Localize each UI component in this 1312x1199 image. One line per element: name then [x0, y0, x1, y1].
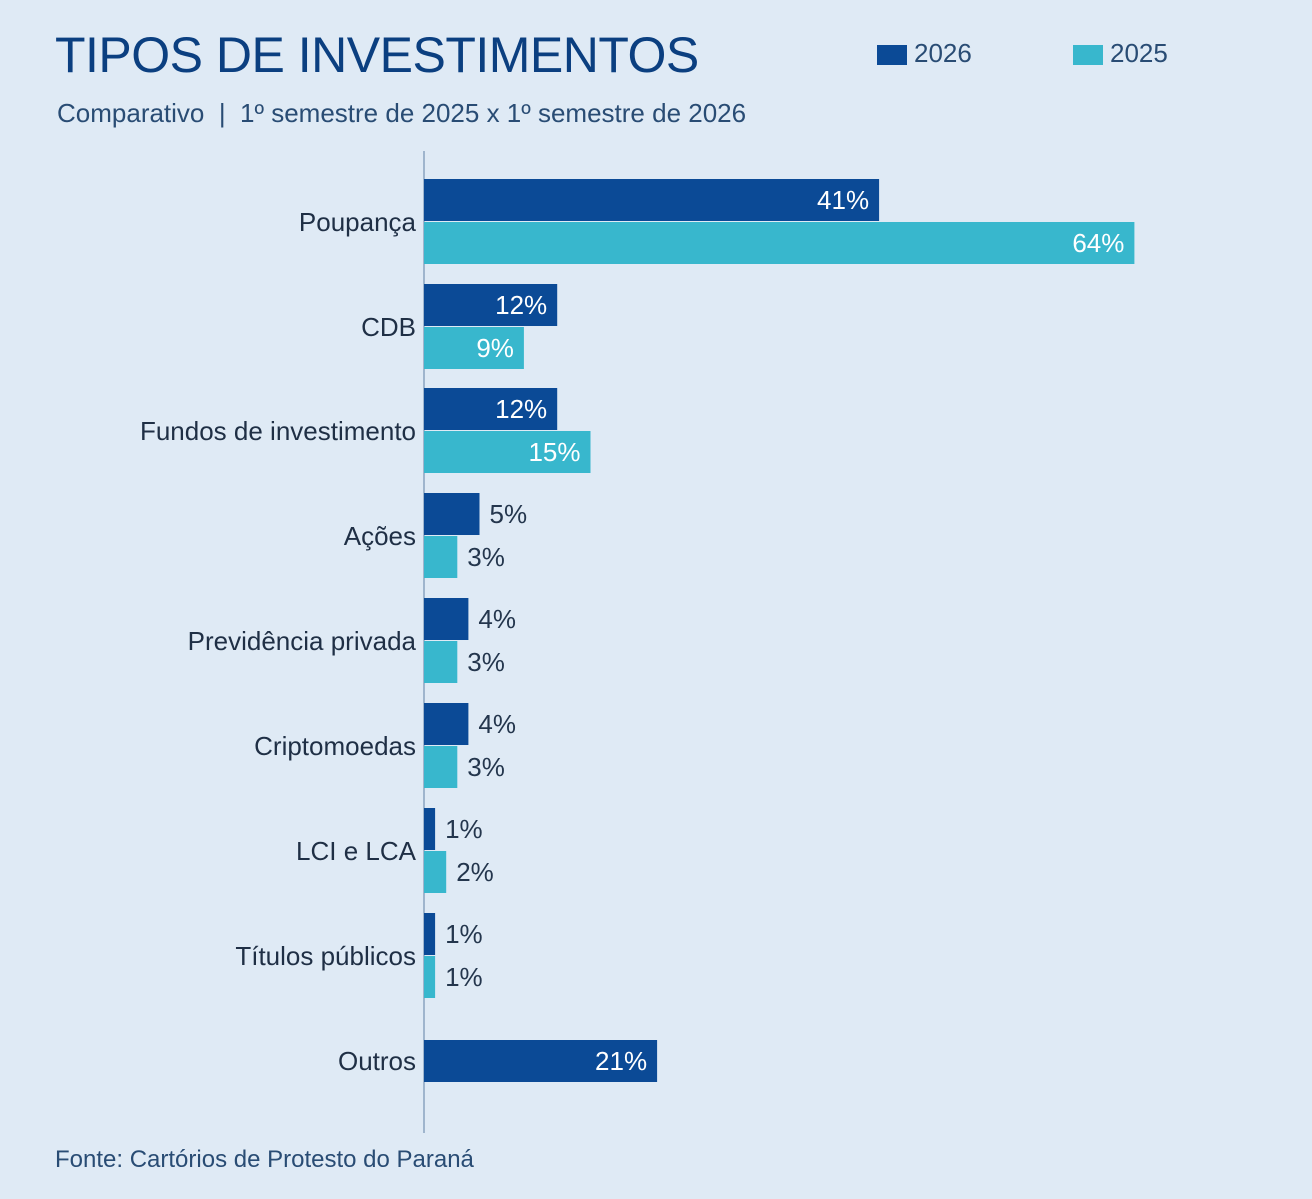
data-label-lci-e-lca-2025: 2% — [456, 857, 494, 887]
category-label-poupanca: Poupança — [299, 207, 417, 237]
bar-cdb-2026 — [424, 284, 558, 326]
bar-criptomoedas-2025 — [424, 746, 458, 788]
bar-poupanca-2025 — [424, 222, 1135, 264]
chart-title: TIPOS DE INVESTIMENTOS — [55, 27, 699, 83]
data-label-criptomoedas-2025: 3% — [467, 752, 505, 782]
data-label-outros-2026: 21% — [595, 1046, 647, 1076]
category-label-outros: Outros — [338, 1046, 416, 1076]
category-label-fundos-de-investimento: Fundos de investimento — [140, 416, 416, 446]
bar-acoes-2026 — [424, 493, 480, 535]
data-label-previdencia-privada-2025: 3% — [467, 647, 505, 677]
chart-subtitle: Comparativo | 1º semestre de 2025 x 1º s… — [57, 98, 747, 128]
bar-lci-e-lca-2025 — [424, 851, 447, 893]
data-label-fundos-de-investimento-2026: 12% — [495, 394, 547, 424]
bar-fundos-de-investimento-2025 — [424, 431, 591, 473]
data-label-poupanca-2026: 41% — [817, 185, 869, 215]
bar-cdb-2025 — [424, 327, 524, 369]
category-label-lci-e-lca: LCI e LCA — [296, 836, 417, 866]
bar-titulos-publicos-2026 — [424, 913, 436, 955]
category-label-titulos-publicos: Títulos públicos — [235, 941, 416, 971]
category-label-cdb: CDB — [361, 312, 416, 342]
data-label-cdb-2025: 9% — [476, 333, 514, 363]
bar-outros-2026 — [424, 1040, 658, 1082]
legend-swatch-2026 — [877, 45, 907, 65]
data-label-poupanca-2025: 64% — [1072, 228, 1124, 258]
category-label-acoes: Ações — [344, 521, 416, 551]
data-label-titulos-publicos-2025: 1% — [445, 962, 483, 992]
data-label-acoes-2025: 3% — [467, 542, 505, 572]
bar-acoes-2025 — [424, 536, 458, 578]
legend-swatch-2025 — [1073, 45, 1103, 65]
bar-previdencia-privada-2025 — [424, 641, 458, 683]
data-label-fundos-de-investimento-2025: 15% — [528, 437, 580, 467]
source-note: Fonte: Cartórios de Protesto do Paraná — [55, 1146, 474, 1173]
category-label-previdencia-privada: Previdência privada — [188, 626, 417, 656]
bar-titulos-publicos-2025 — [424, 956, 436, 998]
legend-label-2025: 2025 — [1110, 38, 1168, 68]
legend-label-2026: 2026 — [914, 38, 972, 68]
bar-criptomoedas-2026 — [424, 703, 469, 745]
bar-lci-e-lca-2026 — [424, 808, 436, 850]
data-label-criptomoedas-2026: 4% — [478, 709, 516, 739]
data-label-lci-e-lca-2026: 1% — [445, 814, 483, 844]
category-label-criptomoedas: Criptomoedas — [254, 731, 416, 761]
data-label-previdencia-privada-2026: 4% — [478, 604, 516, 634]
bar-fundos-de-investimento-2026 — [424, 388, 558, 430]
bar-previdencia-privada-2026 — [424, 598, 469, 640]
data-label-titulos-publicos-2026: 1% — [445, 919, 483, 949]
bar-poupanca-2026 — [424, 179, 880, 221]
data-label-acoes-2026: 5% — [490, 499, 528, 529]
data-label-cdb-2026: 12% — [495, 290, 547, 320]
